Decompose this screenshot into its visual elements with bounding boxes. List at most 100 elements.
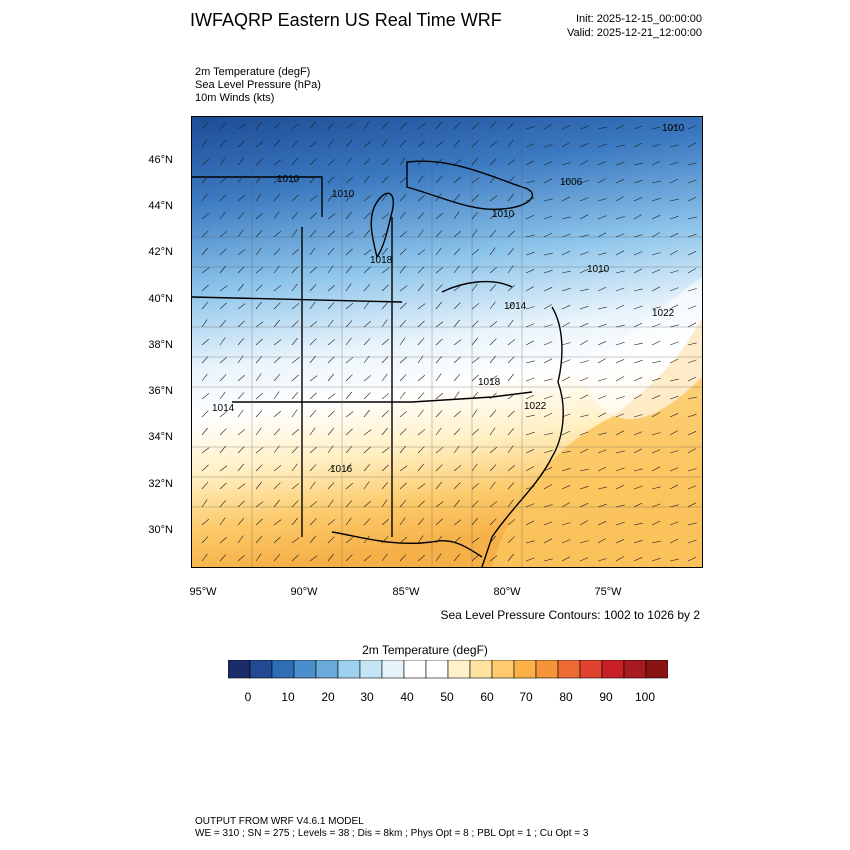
wind-barb [363, 249, 372, 256]
wind-barb [273, 230, 281, 238]
wind-barb [543, 558, 553, 562]
wind-barb [327, 284, 335, 292]
wind-barb [507, 428, 515, 436]
lat-label: 44°N [148, 200, 173, 212]
colorbar-swatch [579, 660, 603, 679]
wind-barb [579, 520, 588, 526]
contour-label: 1022 [652, 308, 675, 319]
wind-barb [561, 396, 571, 400]
wind-barb [543, 178, 553, 184]
wind-barb [273, 302, 281, 310]
wind-barb [543, 395, 553, 400]
wind-barb [471, 463, 478, 472]
wind-barb [471, 374, 479, 382]
wind-barb [417, 249, 426, 256]
wind-barb [291, 303, 300, 310]
wind-barb [309, 158, 317, 166]
wind-barb [309, 141, 318, 148]
wind-barb [561, 342, 571, 346]
wind-barb [525, 449, 535, 454]
wind-barb [507, 122, 515, 130]
wind-barb [255, 481, 262, 490]
wind-barb [345, 157, 352, 166]
wind-barb [615, 270, 625, 274]
wind-barb [219, 428, 227, 436]
wind-barb [561, 287, 571, 292]
wind-barb [489, 355, 496, 364]
wind-barb [543, 538, 553, 544]
colorbar-swatch [469, 660, 493, 679]
wind-barb [237, 123, 246, 130]
wind-barb [561, 125, 571, 130]
wind-barb [489, 518, 497, 526]
wind-barb [561, 322, 570, 328]
colorbar-swatch [601, 660, 625, 679]
wind-barb [687, 522, 697, 526]
wind-barb [633, 322, 643, 328]
wind-barb [273, 319, 280, 328]
wind-barb [525, 414, 535, 418]
wind-barb [273, 428, 281, 436]
wind-barb [453, 339, 462, 346]
wind-barb [273, 374, 281, 382]
wind-barb [363, 195, 372, 202]
wind-barb [327, 339, 336, 346]
wind-barb [363, 481, 370, 490]
wind-barb [291, 463, 298, 472]
wind-barb [417, 338, 425, 346]
wind-barb [507, 193, 514, 202]
wind-barb [381, 518, 389, 526]
wind-barb [363, 500, 371, 508]
wind-barb [579, 340, 588, 346]
wind-barb [597, 286, 607, 292]
wind-barb [381, 302, 389, 310]
wind-barb [615, 521, 625, 526]
wind-barb [237, 483, 246, 490]
wind-barb [489, 338, 497, 346]
lon-label: 85°W [392, 586, 420, 598]
wind-barb [615, 359, 625, 364]
wind-barb [255, 392, 263, 400]
wind-barb [345, 194, 353, 202]
wind-barb [633, 234, 643, 238]
wind-barb [687, 305, 697, 310]
lat-label: 32°N [148, 478, 173, 490]
wind-barb [651, 143, 661, 148]
wind-barb [435, 536, 443, 544]
wind-barb [363, 429, 372, 436]
wind-barb [309, 427, 316, 436]
wind-barb [543, 269, 553, 274]
wind-barb [669, 504, 679, 508]
lon-label: 95°W [189, 586, 217, 598]
contour-label: 1014 [212, 403, 235, 414]
wind-barb [399, 320, 407, 328]
wind-barb [309, 555, 318, 562]
wind-barb [453, 374, 461, 382]
wind-barb [381, 499, 388, 508]
wind-barb [687, 539, 697, 544]
wind-barb [687, 556, 697, 562]
wind-barb [453, 176, 461, 184]
colorbar-swatch [535, 660, 559, 679]
wind-barb [273, 499, 280, 508]
wind-barb [687, 413, 697, 418]
wind-barb [291, 212, 299, 220]
slp-contour-labels: 1010 1010 1006 1010 1010 1018 1022 1014 … [212, 123, 685, 475]
wind-barb [417, 500, 425, 508]
contour-label: 1010 [332, 189, 355, 200]
wind-barb [669, 413, 679, 418]
wind-barb [489, 141, 498, 148]
wind-barb [327, 553, 334, 562]
wind-barb [543, 161, 553, 166]
wind-barb [327, 248, 335, 256]
wind-barb [507, 373, 514, 382]
wind-barb [471, 446, 479, 454]
wind-barb [219, 482, 227, 490]
wind-barb [615, 144, 625, 148]
wind-barb [489, 427, 496, 436]
wind-barb [219, 554, 227, 562]
wind-barb [219, 285, 228, 292]
wind-barb [363, 301, 370, 310]
wind-barb [633, 431, 643, 436]
wind-barb [201, 122, 209, 130]
